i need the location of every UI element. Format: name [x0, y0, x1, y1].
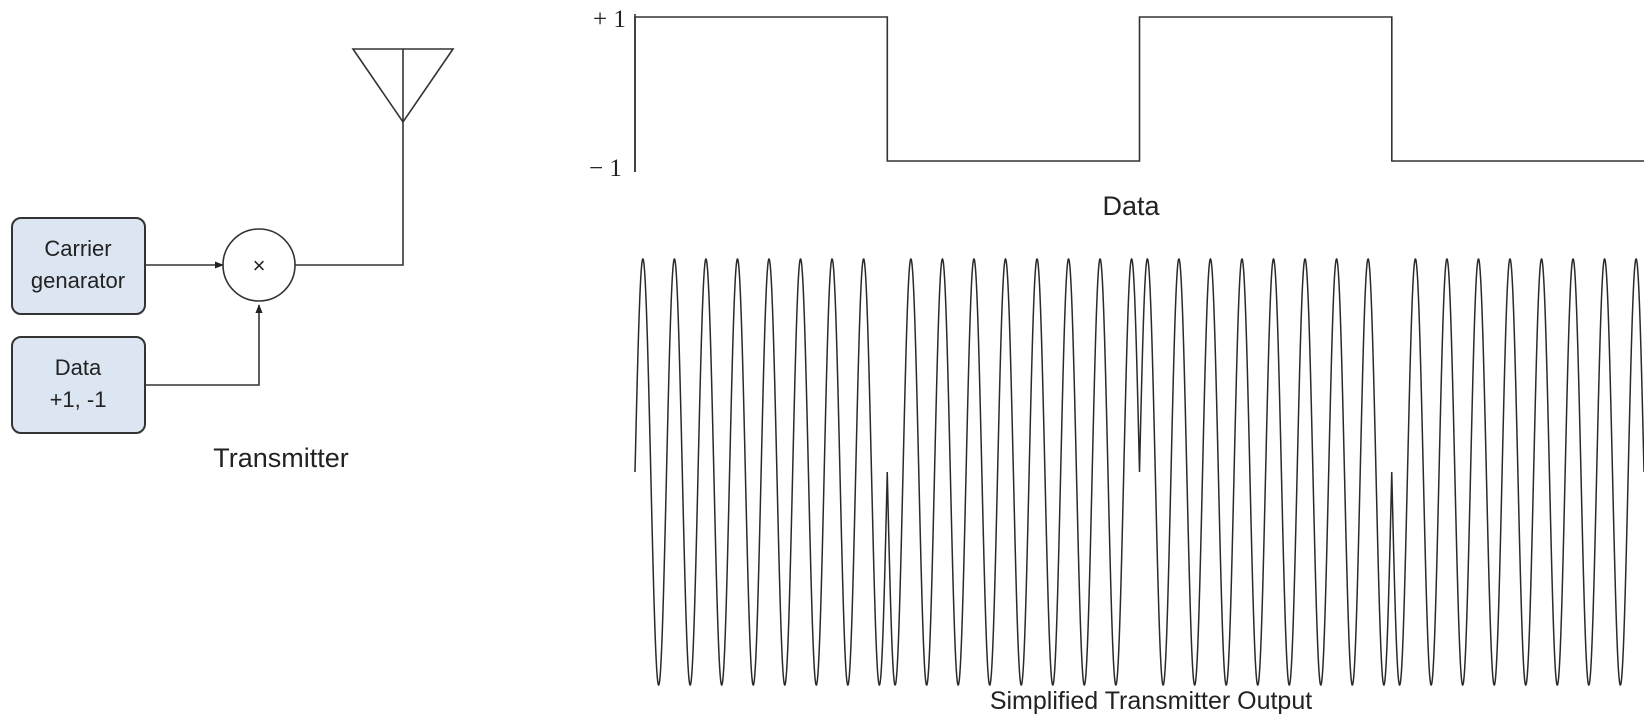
data-to-mixer-arrow [145, 304, 263, 386]
data-plot-caption: Data [1102, 191, 1160, 221]
transmitter-output-plot: Simplified Transmitter Output [634, 257, 1644, 715]
data-square-wave [634, 16, 1644, 172]
transmitter-block: Carrier genarator Data +1, -1 × Transmit… [11, 48, 455, 473]
data-source-label-line2: +1, -1 [50, 387, 107, 412]
mixer: × [222, 228, 296, 302]
y-axis-label-plus-one: + 1 [593, 6, 626, 33]
data-waveform-plot: + 1 − 1 Data [589, 6, 1644, 221]
output-plot-caption: Simplified Transmitter Output [990, 687, 1312, 715]
bpsk-output-waveform [634, 257, 1644, 687]
carrier-generator-label-line1: Carrier [44, 236, 111, 261]
transmitter-caption: Transmitter [213, 443, 349, 473]
y-axis-label-minus-one: − 1 [589, 155, 622, 182]
multiply-symbol: × [253, 253, 266, 278]
antenna-icon [351, 48, 455, 124]
carrier-generator-box: Carrier genarator [11, 217, 146, 315]
mixer-to-antenna-line [295, 122, 404, 266]
carrier-generator-label-line2: genarator [31, 268, 125, 293]
data-source-label-line1: Data [55, 355, 102, 380]
data-source-box: Data +1, -1 [11, 336, 146, 434]
